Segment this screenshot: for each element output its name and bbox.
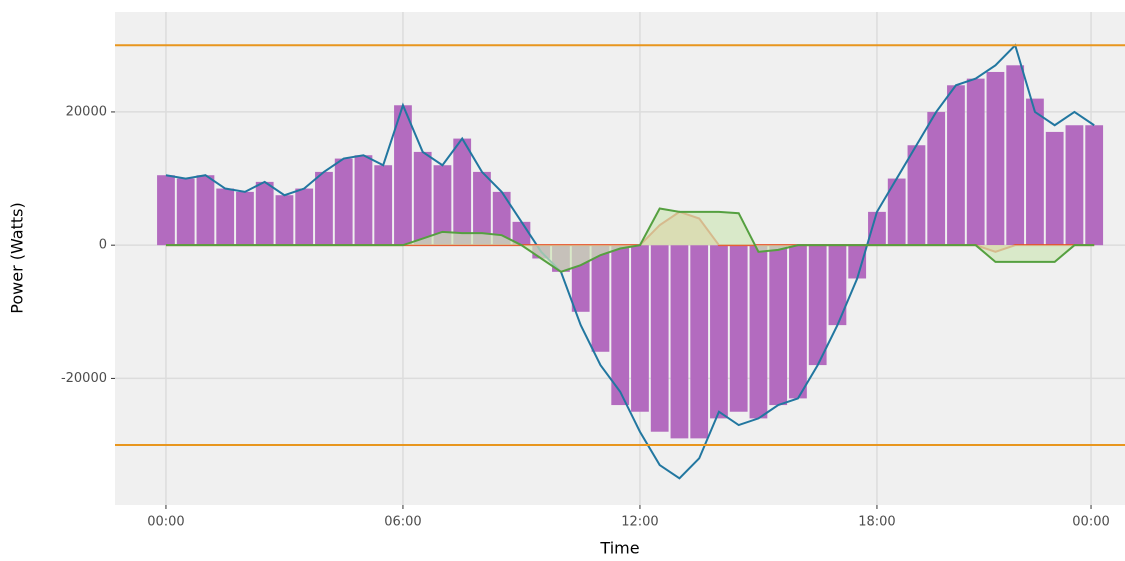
bar <box>157 175 175 246</box>
bar <box>1065 125 1084 246</box>
x-tick-label: 06:00 <box>384 515 421 530</box>
bar <box>887 178 906 246</box>
bar <box>966 78 985 246</box>
bar <box>868 211 886 246</box>
bar <box>947 85 965 246</box>
bar <box>670 245 689 439</box>
bar <box>433 165 452 246</box>
bar <box>354 155 373 246</box>
x-tick-label: 00:00 <box>147 515 184 530</box>
bar <box>453 138 472 246</box>
bar <box>255 181 274 246</box>
y-axis-title: Power (Watts) <box>8 202 27 313</box>
bar <box>828 245 847 326</box>
bar <box>927 111 946 246</box>
bar <box>413 151 432 246</box>
bar <box>394 105 412 246</box>
bar <box>650 245 669 432</box>
x-axis-title: Time <box>599 539 639 558</box>
bar <box>334 158 353 246</box>
y-tick-label: 20000 <box>66 104 107 119</box>
bar <box>907 145 926 246</box>
bar <box>176 178 195 246</box>
bar <box>848 245 867 279</box>
bar <box>749 245 768 419</box>
bar <box>631 245 649 412</box>
bar <box>729 245 748 412</box>
bar <box>591 245 610 352</box>
x-tick-label: 12:00 <box>621 515 658 530</box>
bar <box>374 165 393 246</box>
bar <box>710 245 728 419</box>
x-tick-label: 18:00 <box>858 515 895 530</box>
bar <box>1045 131 1064 246</box>
line <box>165 43 1095 480</box>
bar <box>690 245 709 439</box>
bar <box>611 245 630 406</box>
bar <box>1026 98 1044 246</box>
bar <box>1085 125 1104 246</box>
bar <box>196 175 215 246</box>
bar <box>473 171 491 246</box>
bar <box>315 171 333 246</box>
bar <box>769 245 788 406</box>
bar <box>1006 65 1025 246</box>
bar <box>492 191 511 246</box>
x-tick-label: 00:00 <box>1072 515 1109 530</box>
line <box>165 207 1095 273</box>
bar <box>808 245 827 366</box>
bar <box>275 195 294 246</box>
y-tick-label: -20000 <box>61 371 107 386</box>
bar <box>216 188 235 246</box>
bar <box>295 188 314 246</box>
bar <box>236 191 254 246</box>
bar <box>789 245 807 399</box>
bar <box>986 71 1005 246</box>
y-tick-label: 0 <box>99 238 107 253</box>
